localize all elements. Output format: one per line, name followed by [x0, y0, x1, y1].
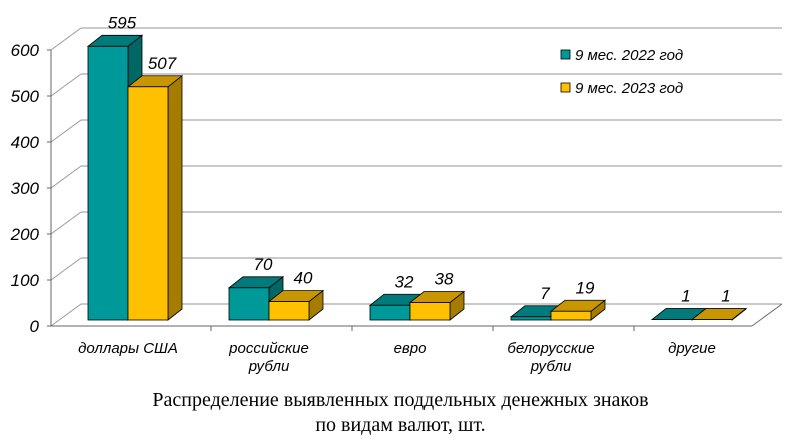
category-label-line: белорусские [507, 340, 594, 357]
data-label: 595 [108, 13, 137, 32]
bar [690, 307, 748, 321]
bar-front [268, 301, 310, 321]
bar [126, 74, 184, 321]
category-label-line: евро [394, 340, 427, 357]
data-label: 32 [395, 272, 414, 291]
category-label-line: рубли [530, 358, 572, 375]
legend-swatch [560, 49, 571, 60]
grid-diagonal [50, 73, 82, 97]
bar-front [510, 316, 552, 321]
legend-label: 9 мес. 2022 год [575, 47, 683, 64]
bar-front [87, 45, 129, 321]
category-label: другие [668, 340, 716, 357]
bar [267, 289, 325, 321]
chart-caption: Распределение выявленных поддельных дене… [0, 388, 801, 438]
category-label-line: доллары США [78, 340, 178, 357]
bar-front [550, 310, 592, 321]
bar-chart: 0 100 200 300 400 500 600 доллары США российские… [10, 13, 783, 375]
bar-front [228, 287, 270, 321]
data-label: 19 [576, 278, 595, 297]
category-label: евро [394, 340, 427, 357]
grid-diagonal [50, 211, 82, 235]
bar-front [409, 302, 451, 321]
caption-line-1: Распределение выявленных поддельных дене… [152, 389, 649, 411]
category-label: белорусские рубли [507, 340, 594, 375]
category-label-line: российские [228, 340, 309, 357]
bar [549, 299, 607, 321]
category-label: доллары США [78, 340, 178, 357]
y-tick-label: 600 [11, 41, 40, 60]
y-tick-label: 400 [11, 133, 40, 152]
grid-diagonal [50, 303, 82, 327]
grid-diagonal [50, 119, 82, 143]
bar-top [690, 308, 748, 320]
category-label-line: другие [668, 340, 716, 357]
category-label-line: рубли [248, 358, 290, 375]
grid-diagonal [50, 257, 82, 281]
y-tick-label: 0 [30, 317, 40, 336]
caption-line-2: по видам валют, шт. [315, 414, 486, 436]
data-label: 507 [148, 54, 177, 73]
y-tick-label: 100 [11, 271, 40, 290]
bar [408, 290, 466, 321]
data-label: 38 [435, 270, 454, 289]
data-label: 1 [681, 287, 690, 306]
category-label: российские рубли [228, 340, 309, 375]
data-label: 1 [721, 287, 730, 306]
data-label: 7 [540, 284, 550, 303]
data-label: 40 [294, 269, 313, 288]
legend-label: 9 мес. 2023 год [575, 80, 683, 97]
grid-diagonal [50, 165, 82, 189]
y-tick-label: 300 [11, 179, 40, 198]
grid-diagonal [50, 27, 82, 51]
y-tick-label: 500 [11, 87, 40, 106]
legend-swatch [560, 82, 571, 93]
bar-front [369, 304, 411, 321]
y-tick-label: 200 [10, 225, 40, 244]
data-label: 70 [254, 255, 273, 274]
bar-front [127, 86, 169, 321]
bar-side [167, 74, 183, 321]
floor-edge [751, 303, 783, 327]
